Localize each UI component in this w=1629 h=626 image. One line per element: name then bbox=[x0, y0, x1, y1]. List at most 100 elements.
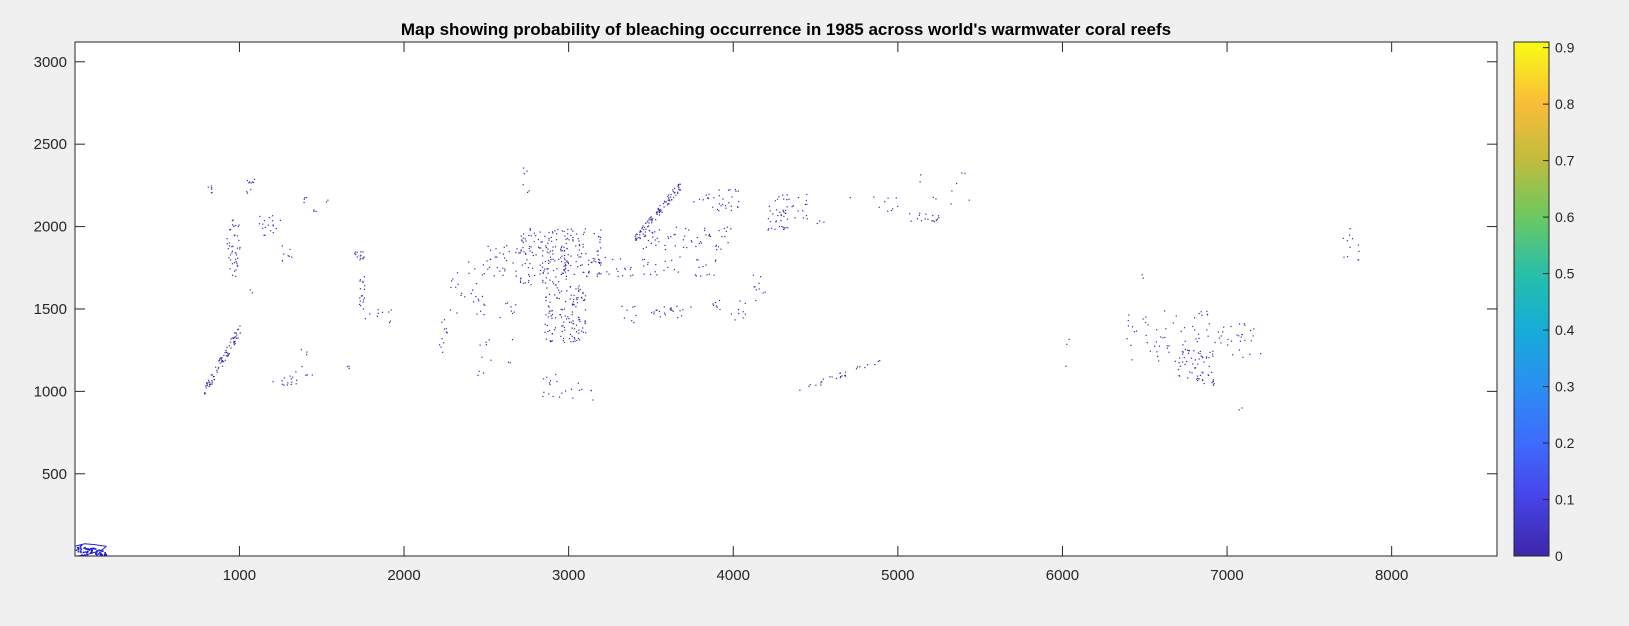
reef-point bbox=[643, 226, 646, 228]
reef-point bbox=[705, 234, 707, 236]
reef-point bbox=[544, 331, 546, 333]
reef-point bbox=[667, 195, 669, 197]
reef-point bbox=[239, 246, 241, 248]
reef-point bbox=[237, 328, 240, 330]
reef-point bbox=[808, 385, 810, 387]
reef-point bbox=[1158, 360, 1160, 362]
colorbar-tick-label: 0.7 bbox=[1555, 153, 1575, 169]
x-tick-label: 2000 bbox=[387, 567, 420, 584]
reef-point bbox=[596, 275, 598, 277]
reef-point bbox=[576, 331, 578, 333]
reef-point bbox=[806, 218, 808, 220]
reef-point bbox=[1198, 312, 1200, 315]
reef-point bbox=[867, 364, 869, 366]
reef-point bbox=[1189, 371, 1191, 373]
reef-point bbox=[822, 378, 824, 380]
reef-point bbox=[645, 228, 647, 230]
reef-point bbox=[1127, 325, 1129, 327]
reef-point bbox=[457, 283, 459, 285]
reef-point bbox=[563, 265, 565, 267]
reef-point bbox=[729, 189, 731, 191]
reef-point bbox=[1194, 329, 1196, 331]
reef-point bbox=[1164, 310, 1166, 312]
reef-point bbox=[679, 256, 681, 258]
reef-point bbox=[207, 186, 209, 188]
reef-point bbox=[599, 239, 601, 241]
reef-point bbox=[362, 280, 364, 282]
reef-point bbox=[950, 203, 952, 205]
reef-point bbox=[630, 275, 632, 277]
reef-point bbox=[562, 325, 564, 327]
reef-point bbox=[504, 257, 506, 259]
reef-point bbox=[237, 329, 239, 331]
reef-point bbox=[655, 264, 657, 266]
reef-point bbox=[1197, 377, 1199, 380]
reef-point bbox=[675, 194, 677, 196]
reef-point bbox=[690, 240, 692, 242]
reef-point bbox=[520, 250, 522, 252]
reef-point bbox=[556, 287, 558, 289]
reef-point bbox=[650, 273, 652, 275]
reef-point bbox=[237, 265, 239, 267]
reef-point bbox=[543, 378, 545, 380]
reef-point bbox=[1126, 338, 1128, 340]
x-tick-label: 3000 bbox=[552, 567, 585, 584]
reef-point bbox=[543, 391, 545, 393]
reef-point bbox=[499, 252, 501, 254]
reef-point bbox=[562, 340, 564, 342]
reef-point bbox=[679, 310, 681, 312]
reef-point bbox=[226, 238, 228, 240]
reef-point bbox=[1206, 314, 1209, 316]
reef-point bbox=[547, 272, 549, 274]
reef-point bbox=[779, 211, 781, 213]
reef-point bbox=[233, 336, 236, 338]
reef-point bbox=[645, 222, 647, 224]
reef-point bbox=[1181, 351, 1183, 353]
reef-point bbox=[481, 274, 484, 276]
reef-point bbox=[654, 239, 656, 241]
reef-point bbox=[648, 225, 650, 227]
reef-point bbox=[538, 247, 540, 249]
reef-point bbox=[938, 217, 940, 219]
reef-point bbox=[762, 292, 764, 294]
reef-point bbox=[754, 286, 756, 288]
reef-point bbox=[468, 272, 470, 274]
reef-point bbox=[670, 307, 672, 309]
reef-point bbox=[859, 366, 861, 368]
reef-point bbox=[635, 234, 637, 236]
reef-point bbox=[932, 196, 934, 198]
reef-point bbox=[617, 270, 619, 272]
reef-point bbox=[470, 292, 472, 295]
reef-point bbox=[570, 228, 572, 230]
reef-point bbox=[1349, 228, 1351, 230]
reef-point bbox=[580, 264, 582, 267]
reef-point bbox=[576, 299, 578, 301]
reef-point bbox=[570, 265, 572, 267]
reef-point bbox=[644, 231, 646, 233]
reef-point bbox=[561, 250, 563, 252]
reef-point bbox=[677, 317, 679, 319]
reef-point bbox=[228, 345, 230, 347]
reef-point bbox=[325, 201, 328, 203]
reef-point bbox=[619, 258, 621, 260]
reef-point bbox=[555, 284, 557, 286]
reef-point bbox=[1183, 357, 1185, 359]
reef-point bbox=[206, 382, 208, 384]
reef-point bbox=[629, 268, 631, 270]
reef-point bbox=[571, 335, 573, 337]
reef-point bbox=[235, 224, 237, 226]
reef-point bbox=[1238, 409, 1240, 411]
reef-point bbox=[221, 357, 223, 359]
reef-point bbox=[739, 300, 741, 302]
reef-point bbox=[511, 339, 514, 341]
reef-point bbox=[673, 234, 675, 236]
reef-point bbox=[205, 385, 207, 387]
reef-point bbox=[656, 212, 658, 214]
reef-point bbox=[1172, 322, 1174, 324]
reef-point bbox=[502, 274, 504, 276]
reef-point bbox=[525, 253, 527, 255]
reef-point bbox=[722, 203, 724, 206]
reef-point bbox=[642, 225, 644, 227]
reef-point bbox=[635, 314, 637, 317]
reef-point bbox=[250, 182, 252, 184]
